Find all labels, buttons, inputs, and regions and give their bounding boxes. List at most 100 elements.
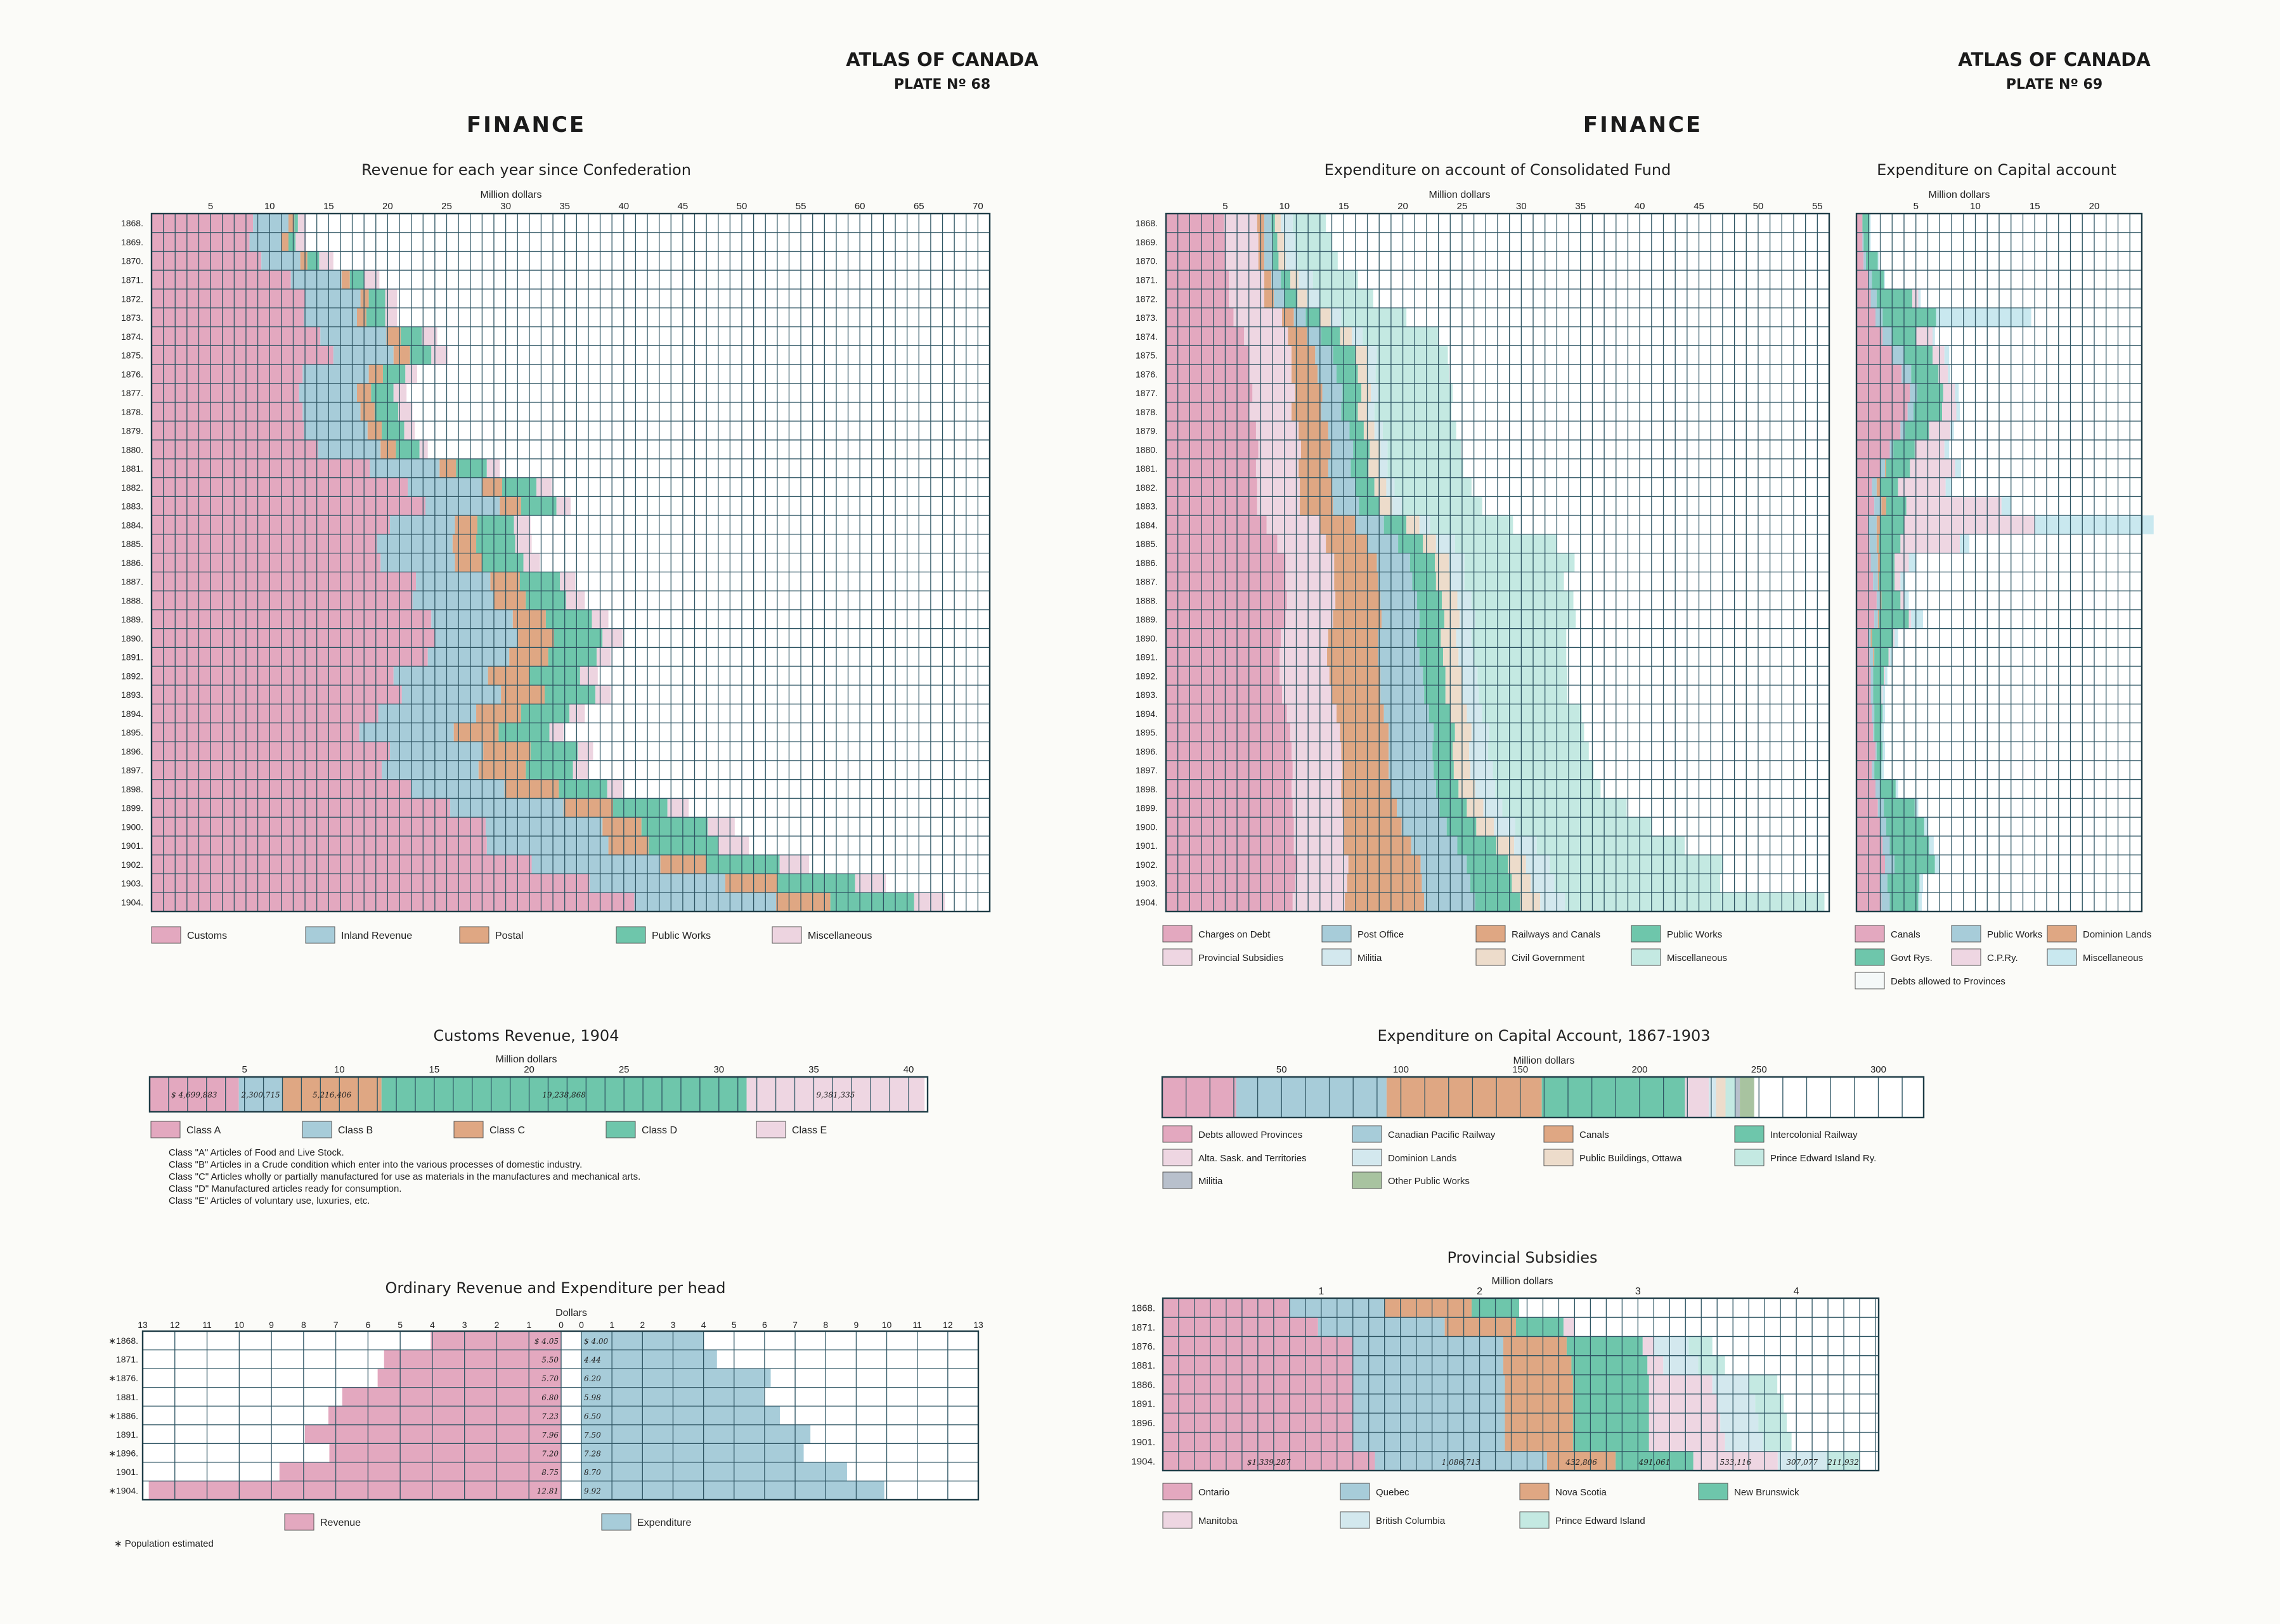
perhead-tick-label: 5 (732, 1320, 737, 1330)
consolidated-year-label: 1869. (1136, 237, 1158, 247)
capital1867-legend-swatch (1352, 1125, 1382, 1143)
revenue-bar-postal-1902 (660, 854, 707, 874)
capital-bar-c-p-ry--1888 (1900, 591, 1904, 610)
consolidated-bar-civil-government-1868 (1274, 214, 1281, 233)
consolidated-bar-provincial-subsidies-1895 (1290, 723, 1340, 742)
consolidated-bar-charges-on-debt-1871 (1166, 270, 1229, 290)
revenue-bar-inland-revenue-1892 (393, 666, 488, 685)
perhead-revenue-label: 7.20 (541, 1449, 559, 1458)
consolidated-bar-militia-1885 (1435, 534, 1455, 553)
revenue-chart: 5 10 15 20 25 30 35 40 45 50 55 60 65 70 1868. 1869. 187… (121, 201, 991, 913)
revenue-bar-postal-1878 (360, 402, 375, 422)
subsidies-bar-nova-scotia-1896 (1505, 1413, 1573, 1433)
customs-legend-label: Class B (338, 1125, 373, 1136)
perhead-tick-label: 12 (943, 1320, 953, 1330)
capital-bar-canals-1869 (1856, 232, 1863, 252)
consolidated-bar-railways-and-canals-1887 (1334, 572, 1378, 591)
consolidated-bar-public-works-1870 (1273, 251, 1279, 271)
capital-bar-public-works-1904 (1881, 893, 1890, 912)
capital-legend-label: Miscellaneous (2083, 953, 2143, 963)
subsidies-tick-label: 3 (1635, 1286, 1641, 1297)
perhead-expenditure-label: 6.20 (584, 1374, 601, 1383)
consolidated-bar-public-works-1887 (1412, 572, 1436, 591)
consolidated-bar-militia-1902 (1525, 854, 1550, 874)
capital1867-legend-label: Debts allowed Provinces (1198, 1130, 1302, 1140)
capital-bar-dominion-lands-1884 (1876, 515, 1881, 534)
consolidated-legend-swatch (1321, 948, 1352, 966)
subsidies-bar-quebec-1901 (1352, 1432, 1505, 1452)
consolidated-year-label: 1873. (1136, 313, 1158, 323)
consolidated-tick-label: 40 (1635, 201, 1645, 212)
subsidies-bar-prince-edward-island-1881 (1698, 1355, 1725, 1375)
customs-data-label: 9,381,335 (816, 1091, 855, 1100)
revenue-year-label: 1902. (121, 860, 143, 870)
consolidated-bar-provincial-subsidies-1890 (1281, 628, 1328, 648)
revenue-bar-customs-1874 (152, 326, 321, 346)
revenue-bar-public-works-1877 (371, 383, 394, 403)
capital1867-legend-swatch (1543, 1149, 1574, 1166)
consolidated-bar-railways-and-canals-1882 (1300, 477, 1332, 497)
consolidated-bar-civil-government-1869 (1277, 232, 1285, 252)
consolidated-bar-public-works-1893 (1424, 685, 1446, 704)
revenue-bar-miscellaneous-1887 (560, 572, 576, 591)
consolidated-bar-charges-on-debt-1880 (1166, 440, 1259, 459)
revenue-year-label: 1875. (121, 351, 143, 361)
perhead-tick-label: 3 (462, 1320, 467, 1330)
capital1867-chart-title: Expenditure on Capital Account, 1867-190… (1377, 1027, 1710, 1045)
capital-bar-govt-rys--1891 (1874, 647, 1889, 667)
capital-bar-miscellaneous-1880 (1944, 440, 1950, 459)
consolidated-bar-post-office-1883 (1333, 496, 1359, 516)
subsidies-bar-british-columbia-1876 (1654, 1336, 1689, 1356)
perhead-bar-revenue-1871 (384, 1350, 561, 1369)
capital-bar-public-works-1887 (1873, 572, 1878, 591)
consolidated-year-label: 1883. (1136, 501, 1158, 512)
consolidated-bar-post-office-1876 (1318, 364, 1337, 383)
consolidated-bar-militia-1899 (1483, 798, 1503, 818)
capital-bar-public-works-1896 (1875, 742, 1877, 761)
subsidies-bar-new-brunswick-1886 (1572, 1374, 1649, 1395)
revenue-bar-public-works-1894 (521, 704, 570, 723)
capital-bar-public-works-1893 (1870, 685, 1874, 704)
revenue-legend-label: Miscellaneous (808, 931, 872, 941)
consolidated-bar-railways-and-canals-1893 (1331, 685, 1381, 704)
subsidies-chart: 1 2 3 4 1868. 1871. 1876. 1881. 1886. 1891. 1896. 1… (1131, 1286, 1880, 1472)
revenue-bar-postal-1895 (453, 723, 499, 742)
revenue-tick-label: 35 (559, 201, 570, 212)
consolidated-bar-post-office-1884 (1355, 515, 1384, 534)
consolidated-bar-public-works-1872 (1284, 289, 1298, 308)
capital1867-chart: 50 100 150 200 250 300 (1161, 1064, 1925, 1119)
consolidated-bar-post-office-1888 (1380, 591, 1417, 610)
consolidated-bar-miscellaneous-1875 (1376, 345, 1448, 365)
consolidated-year-label: 1891. (1136, 652, 1158, 662)
perhead-bar-revenue-1891 (304, 1424, 561, 1444)
consolidated-bar-militia-1881 (1379, 458, 1388, 478)
revenue-bar-public-works-1890 (554, 628, 603, 648)
capital-bar-c-p-ry--1892 (1884, 666, 1885, 685)
revenue-bar-public-works-1902 (706, 854, 780, 874)
capital-bar-c-p-ry--1884 (1904, 515, 2035, 534)
perhead-bar-revenue-1876 (377, 1369, 561, 1388)
capital-bar-public-works-1891 (1869, 647, 1874, 667)
customs-note-d: Class "D" Manufactured articles ready fo… (169, 1183, 401, 1194)
customs1904-tick-label: 35 (808, 1064, 819, 1075)
customs1904-tick-label: 25 (619, 1064, 630, 1075)
consolidated-legend-label: Miscellaneous (1667, 953, 1727, 963)
consolidated-bar-miscellaneous-1891 (1474, 647, 1567, 667)
consolidated-bar-provincial-subsidies-1891 (1279, 647, 1328, 667)
capital-bar-miscellaneous-1891 (1889, 647, 1893, 667)
consolidated-year-label: 1904. (1136, 897, 1158, 907)
capital-bar-public-works-1902 (1885, 854, 1895, 874)
consolidated-bar-civil-government-1882 (1374, 477, 1387, 497)
customs-legend-swatch (302, 1121, 332, 1138)
revenue-bar-postal-1873 (356, 307, 366, 327)
consolidated-bar-railways-and-canals-1902 (1348, 854, 1421, 874)
consolidated-bar-miscellaneous-1876 (1375, 364, 1449, 383)
consolidated-bar-provincial-subsidies-1892 (1279, 666, 1330, 685)
revenue-bar-postal-1894 (476, 704, 521, 723)
revenue-bar-miscellaneous-1892 (580, 666, 598, 685)
consolidated-bar-provincial-subsidies-1882 (1257, 477, 1300, 497)
subsidies-data-label: 432,806 (1565, 1458, 1597, 1467)
customs1904-frame (148, 1076, 929, 1113)
revenue-bar-inland-revenue-1875 (333, 345, 394, 365)
customs1904-tick-label: 20 (524, 1064, 534, 1075)
